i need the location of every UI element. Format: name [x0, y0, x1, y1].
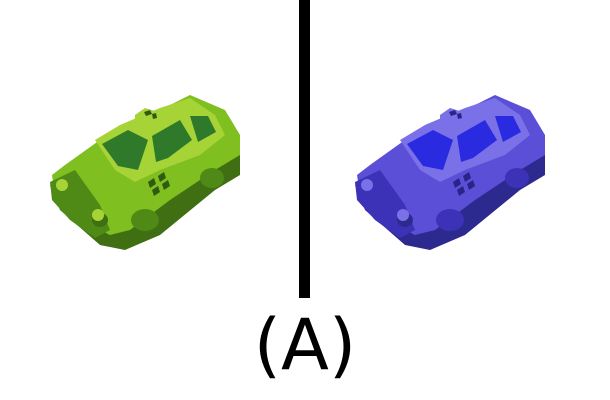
figure-caption: (A) — [253, 304, 357, 386]
vertical-divider — [299, 0, 310, 298]
green-taxi-image — [40, 70, 260, 270]
green-taxi-icon — [50, 95, 240, 250]
blue-taxi-icon — [355, 95, 545, 250]
blue-taxi-image — [345, 70, 565, 270]
